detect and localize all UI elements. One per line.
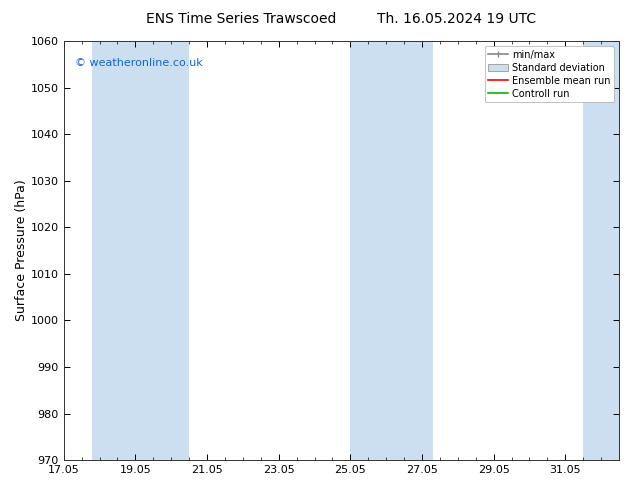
- Bar: [93, 41, 117, 460]
- Text: ENS Time Series Trawscoed: ENS Time Series Trawscoed: [146, 12, 336, 26]
- Bar: [404, 41, 433, 460]
- Bar: [351, 41, 404, 460]
- Text: Th. 16.05.2024 19 UTC: Th. 16.05.2024 19 UTC: [377, 12, 536, 26]
- Y-axis label: Surface Pressure (hPa): Surface Pressure (hPa): [15, 180, 28, 321]
- Bar: [117, 41, 189, 460]
- Text: © weatheronline.co.uk: © weatheronline.co.uk: [75, 58, 203, 68]
- Legend: min/max, Standard deviation, Ensemble mean run, Controll run: min/max, Standard deviation, Ensemble me…: [484, 46, 614, 102]
- Bar: [583, 41, 619, 460]
